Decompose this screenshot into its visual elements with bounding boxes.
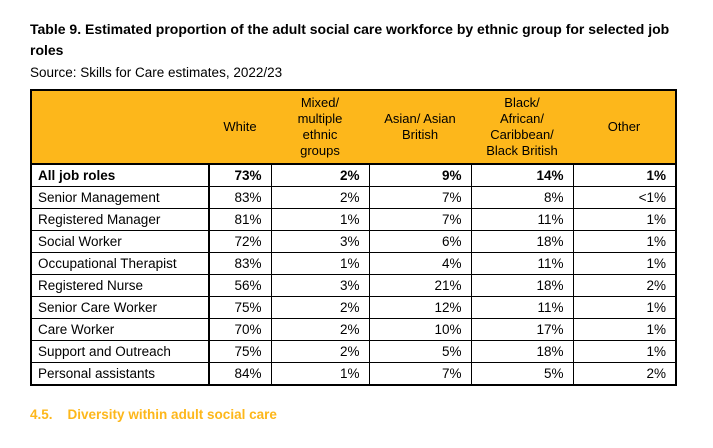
table-row: All job roles 73% 2% 9% 14% 1%	[30, 163, 677, 187]
col-header-white: White	[209, 90, 271, 165]
row-label: Senior Management	[30, 186, 210, 209]
col-header-other: Other	[573, 90, 676, 165]
data-cell: 7%	[368, 208, 472, 231]
row-label: Personal assistants	[30, 362, 210, 386]
data-cell: 83%	[208, 252, 272, 275]
row-label: Occupational Therapist	[30, 252, 210, 275]
data-cell: 2%	[270, 296, 370, 319]
data-cell: 5%	[368, 340, 472, 363]
data-cell: 18%	[470, 340, 574, 363]
data-cell: 1%	[270, 252, 370, 275]
data-cell: 1%	[572, 318, 677, 341]
row-label: Registered Manager	[30, 208, 210, 231]
table-row: Occupational Therapist 83% 1% 4% 11% 1%	[30, 252, 677, 275]
table-row: Registered Manager 81% 1% 7% 11% 1%	[30, 208, 677, 231]
row-label: Social Worker	[30, 230, 210, 253]
table-row: Registered Nurse 56% 3% 21% 18% 2%	[30, 274, 677, 297]
data-cell: 4%	[368, 252, 472, 275]
data-cell: 8%	[470, 186, 574, 209]
table-row: Care Worker 70% 2% 10% 17% 1%	[30, 318, 677, 341]
ethnic-group-table: White Mixed/ multiple ethnic groups Asia…	[30, 89, 677, 386]
data-cell: 7%	[368, 186, 472, 209]
data-cell: 75%	[208, 340, 272, 363]
data-cell: 9%	[368, 163, 472, 187]
data-cell: 6%	[368, 230, 472, 253]
data-cell: 1%	[572, 340, 677, 363]
data-cell: 72%	[208, 230, 272, 253]
row-label: Registered Nurse	[30, 274, 210, 297]
col-header-mixed: Mixed/ multiple ethnic groups	[271, 90, 369, 165]
table-row: Social Worker 72% 3% 6% 18% 1%	[30, 230, 677, 253]
table-header-row: White Mixed/ multiple ethnic groups Asia…	[31, 90, 676, 165]
row-label: Care Worker	[30, 318, 210, 341]
data-cell: 84%	[208, 362, 272, 386]
data-cell: 2%	[572, 274, 677, 297]
data-cell: 73%	[208, 163, 272, 187]
section-title: Diversity within adult social care	[67, 407, 277, 422]
table-row: Support and Outreach 75% 2% 5% 18% 1%	[30, 340, 677, 363]
data-cell: 21%	[368, 274, 472, 297]
data-cell: 1%	[572, 252, 677, 275]
data-cell: 1%	[270, 208, 370, 231]
data-cell: 11%	[470, 208, 574, 231]
data-cell: 11%	[470, 296, 574, 319]
data-cell: 17%	[470, 318, 574, 341]
section-number: 4.5.	[30, 407, 53, 422]
table-row: Senior Care Worker 75% 2% 12% 11% 1%	[30, 296, 677, 319]
data-cell: 1%	[270, 362, 370, 386]
table-title: Table 9. Estimated proportion of the adu…	[30, 21, 670, 58]
col-header-asian: Asian/ Asian British	[369, 90, 471, 165]
data-cell: 75%	[208, 296, 272, 319]
data-cell: 2%	[572, 362, 677, 386]
data-cell: 5%	[470, 362, 574, 386]
data-cell: 3%	[270, 274, 370, 297]
data-cell: 56%	[208, 274, 272, 297]
data-cell: <1%	[572, 186, 677, 209]
data-cell: 18%	[470, 274, 574, 297]
data-cell: 12%	[368, 296, 472, 319]
row-label: Senior Care Worker	[30, 296, 210, 319]
source-line: Source: Skills for Care estimates, 2022/…	[30, 65, 283, 80]
data-cell: 1%	[572, 296, 677, 319]
section-heading: 4.5. Diversity within adult social care	[30, 407, 713, 422]
data-cell: 83%	[208, 186, 272, 209]
col-header-job-role	[31, 90, 209, 165]
table-row: Senior Management 83% 2% 7% 8% <1%	[30, 186, 677, 209]
data-cell: 11%	[470, 252, 574, 275]
data-cell: 3%	[270, 230, 370, 253]
data-cell: 1%	[572, 163, 677, 187]
report-page: Table 9. Estimated proportion of the adu…	[0, 19, 713, 448]
data-cell: 2%	[270, 186, 370, 209]
data-cell: 14%	[470, 163, 574, 187]
row-label: All job roles	[30, 163, 210, 187]
data-cell: 1%	[572, 230, 677, 253]
data-cell: 70%	[208, 318, 272, 341]
data-cell: 2%	[270, 163, 370, 187]
row-label: Support and Outreach	[30, 340, 210, 363]
data-cell: 10%	[368, 318, 472, 341]
data-cell: 2%	[270, 318, 370, 341]
table-row: Personal assistants 84% 1% 7% 5% 2%	[30, 362, 677, 386]
data-cell: 81%	[208, 208, 272, 231]
data-cell: 7%	[368, 362, 472, 386]
data-cell: 1%	[572, 208, 677, 231]
data-cell: 2%	[270, 340, 370, 363]
data-cell: 18%	[470, 230, 574, 253]
col-header-black: Black/ African/ Caribbean/ Black British	[471, 90, 573, 165]
